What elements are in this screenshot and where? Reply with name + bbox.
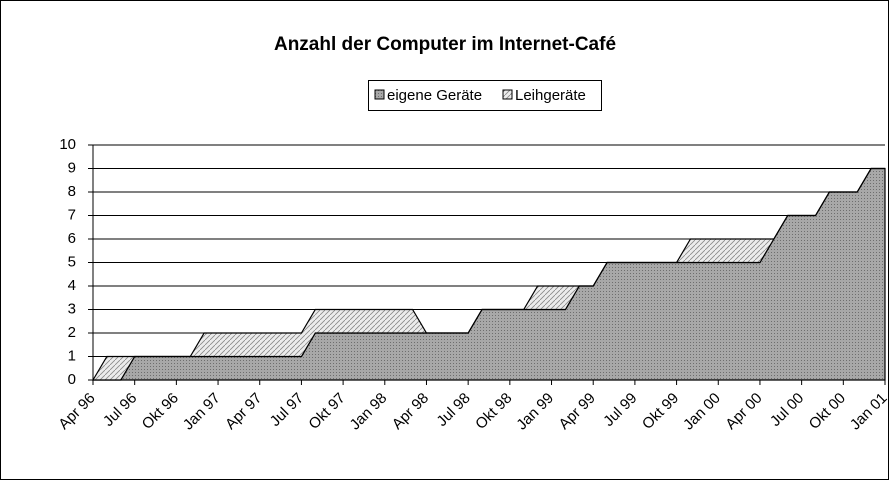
area — [91, 167, 885, 381]
y-tick-label: 1 — [68, 347, 76, 364]
y-tick-label: 6 — [68, 230, 76, 247]
legend-label: eigene Geräte — [387, 87, 482, 104]
legend-swatch — [502, 89, 513, 100]
y-tick-label: 0 — [68, 371, 76, 388]
y-tick-label: 8 — [68, 183, 76, 200]
legend-label: Leihgeräte — [515, 87, 586, 104]
chart-title: Anzahl der Computer im Internet-Café — [274, 34, 616, 55]
y-tick-label: 2 — [68, 324, 76, 341]
y-tick-label: 9 — [68, 159, 76, 176]
y-tick-label: 3 — [68, 300, 76, 317]
y-tick-label: 7 — [68, 206, 76, 223]
legend — [368, 80, 602, 111]
y-tick-label: 5 — [68, 253, 76, 270]
y-tick-label: 4 — [68, 277, 76, 294]
legend-swatch — [374, 89, 385, 100]
y-tick-label: 10 — [59, 136, 76, 153]
